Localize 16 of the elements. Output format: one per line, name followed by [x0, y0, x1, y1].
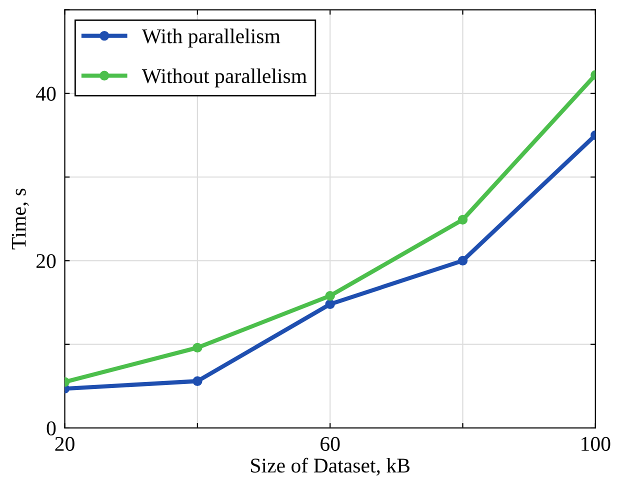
- point: [192, 376, 202, 386]
- y-axis-title: Time, s: [12, 188, 29, 250]
- point: [325, 299, 335, 310]
- point: [458, 214, 468, 225]
- y-tick-label: 0: [46, 421, 56, 436]
- y-tick-label: 40: [36, 86, 56, 101]
- y-tick-label: 20: [36, 254, 56, 268]
- point: [458, 256, 468, 266]
- point: [325, 290, 335, 301]
- x-tick-label: 20: [55, 436, 74, 451]
- legend-label: Without parallelism: [142, 68, 307, 88]
- x-tick-label: 100: [582, 436, 610, 451]
- x-axis-title: Size of Dataset, kB: [251, 458, 410, 476]
- x-tick-label: 60: [320, 436, 340, 451]
- legend-label: With parallelism: [142, 28, 280, 48]
- point: [192, 342, 202, 353]
